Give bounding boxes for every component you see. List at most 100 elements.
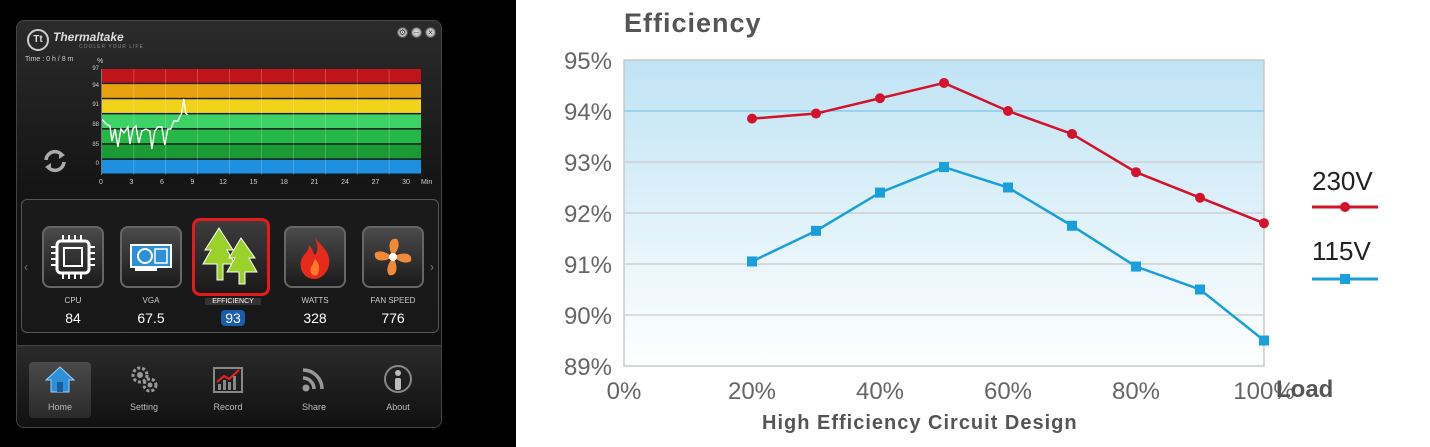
home-icon: [44, 366, 76, 393]
brand-tagline: COOLER YOUR LIFE: [79, 44, 144, 50]
chart-title: Efficiency: [624, 8, 762, 38]
data-point-115v: [811, 225, 821, 236]
metric-label-cpu: CPU: [64, 296, 82, 305]
graph-band: [102, 144, 421, 159]
graph-y-tick: 94: [92, 83, 99, 89]
graph-bands: [102, 69, 421, 175]
window-minimize-button[interactable]: –: [411, 27, 422, 38]
graph-x-tick: 18: [280, 179, 288, 186]
app-frame: Tt Thermaltake COOLER YOUR LIFE ⚙ – × Ti…: [16, 20, 442, 428]
nav-about-label: About: [386, 402, 410, 412]
nav-share-label: Share: [301, 402, 327, 412]
graph-history-line: [102, 98, 189, 150]
y-tick-label: 90%: [564, 303, 612, 330]
graph-x-tick: 27: [371, 179, 380, 186]
graph-x-tick: 0: [99, 179, 103, 186]
metrics-panel: ‹ ›: [21, 199, 439, 333]
legend-label-230v: 230V: [1312, 166, 1373, 196]
chevron-right-icon[interactable]: ›: [430, 260, 434, 274]
data-point-230v: [875, 93, 885, 104]
tt-monitor-window: Tt Thermaltake COOLER YOUR LIFE ⚙ – × Ti…: [0, 0, 516, 447]
nav-record-button[interactable]: Record: [197, 362, 259, 418]
graph-y-tick: 91: [92, 102, 99, 108]
legend-marker-115v: [1340, 274, 1350, 284]
legend: [1312, 202, 1378, 284]
data-point-230v: [747, 113, 757, 124]
info-person-icon: [384, 365, 412, 393]
chevron-left-icon[interactable]: ‹: [24, 260, 28, 274]
gears-icon: [131, 366, 158, 393]
x-tick-label: 20%: [728, 378, 776, 405]
flame-icon: [300, 237, 330, 279]
metric-tile-efficiency[interactable]: [192, 218, 270, 296]
data-point-115v: [747, 256, 757, 267]
metric-tile-cpu[interactable]: [42, 226, 104, 288]
refresh-icon[interactable]: [41, 147, 69, 175]
chart-subtitle: High Efficiency Circuit Design: [762, 412, 1078, 434]
nav-setting-label: Setting: [129, 402, 159, 412]
graph-y-tick: 85: [92, 142, 99, 148]
x-tick-labels: 0% 20% 40% 60% 80% 100%: [607, 378, 1295, 405]
nav-setting-button[interactable]: Setting: [113, 362, 175, 418]
graph-band: [102, 114, 421, 129]
graph-y-tick: 88: [92, 122, 99, 128]
metric-tile-fan-speed[interactable]: [362, 226, 424, 288]
data-point-230v: [1195, 192, 1205, 203]
graph-y-tick: 97: [92, 66, 99, 72]
metric-value-vga: 67.5: [137, 310, 165, 326]
data-point-230v: [1067, 128, 1077, 139]
graph-band: [102, 159, 421, 174]
time-readout: Time : 0 h / 8 m: [25, 56, 74, 63]
x-tick-label: 0%: [607, 378, 642, 405]
graph-x-tick: 24: [341, 179, 349, 186]
series-layer: [747, 77, 1269, 346]
metric-tile-vga[interactable]: [120, 226, 182, 288]
data-point-230v: [1259, 218, 1269, 229]
nav-about-button[interactable]: About: [367, 362, 429, 418]
graph-band: [102, 69, 421, 83]
metric-value-efficiency: 93: [221, 310, 245, 326]
data-point-230v: [939, 77, 949, 88]
graph-y-tick: 0: [95, 161, 99, 167]
nav-home-button[interactable]: Home: [29, 362, 91, 418]
metric-label-fan-speed: FAN SPEED: [370, 296, 416, 305]
data-point-115v: [875, 187, 885, 198]
graph-x-unit: Min: [421, 179, 433, 186]
y-tick-label: 91%: [564, 252, 612, 279]
close-icon: ×: [428, 28, 433, 37]
graph-band: [102, 84, 421, 98]
y-tick-labels: 95% 94% 93% 92% 91% 90% 89%: [564, 48, 612, 381]
metric-label-vga: VGA: [142, 296, 160, 305]
gear-icon: ⚙: [398, 28, 407, 37]
y-tick-label: 94%: [564, 99, 612, 126]
trees-icon: [202, 227, 258, 285]
nav-record-label: Record: [213, 402, 243, 412]
metric-value-cpu: 84: [65, 310, 81, 326]
graph-x-tick: 15: [249, 179, 258, 186]
record-chart-icon: [213, 367, 243, 393]
cpu-chip-icon: [51, 235, 95, 279]
graph-band: [102, 129, 421, 144]
data-point-115v: [1067, 220, 1077, 231]
metric-label-watts: WATTS: [301, 296, 329, 305]
x-tick-label: 40%: [856, 378, 904, 405]
y-tick-label: 93%: [564, 150, 612, 177]
window-settings-button[interactable]: ⚙: [397, 27, 408, 38]
metric-value-watts: 328: [303, 310, 327, 326]
data-point-230v: [1003, 106, 1013, 116]
y-tick-label: 89%: [564, 354, 612, 381]
graph-x-tick: 3: [129, 179, 134, 186]
nav-share-button[interactable]: Share: [283, 362, 345, 418]
minimize-icon: –: [414, 28, 419, 37]
graph-x-tick: 12: [219, 179, 227, 186]
graphics-card-icon: [130, 244, 172, 271]
data-point-115v: [1131, 261, 1141, 272]
data-point-115v: [1195, 284, 1205, 295]
x-tick-label: 60%: [984, 378, 1032, 405]
grid-lines: [624, 110, 1264, 316]
metric-tile-watts[interactable]: [284, 226, 346, 288]
fan-icon: [374, 238, 412, 276]
graph-x-tick: 30: [402, 179, 410, 186]
window-close-button[interactable]: ×: [425, 27, 436, 38]
x-axis-label: Load: [1276, 376, 1334, 403]
